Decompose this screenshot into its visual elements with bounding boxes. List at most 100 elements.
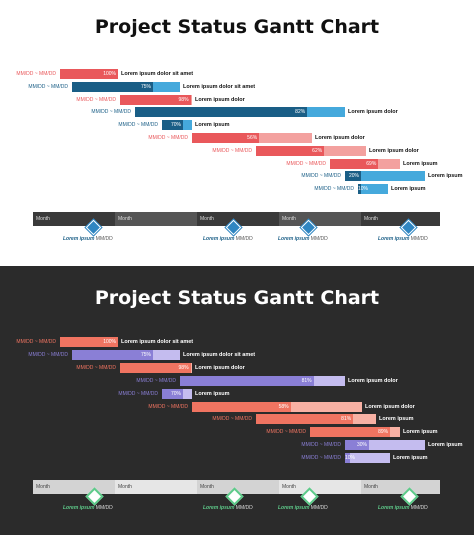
task-date: MM/DD ~ MM/DD — [76, 96, 116, 103]
task-label: Lorem ipsum dolor — [365, 403, 415, 410]
task-label: Lorem ipsum dolor — [348, 377, 398, 384]
task-row: MM/DD ~ MM/DD 81% Lorem ipsum dolor — [0, 375, 474, 386]
milestone-text: Lorem ipsum MM/DD — [63, 505, 113, 511]
task-date: MM/DD ~ MM/DD — [148, 135, 188, 141]
task-progress-fill — [256, 145, 325, 156]
task-date: MM/DD ~ MM/DD — [16, 339, 56, 345]
task-label: Lorem ipsum — [403, 160, 438, 167]
task-percent: 81% — [301, 377, 312, 384]
task-progress-fill — [60, 69, 118, 79]
task-row: MM/DD ~ MM/DD 81% Lorem ipsum — [0, 414, 474, 425]
axis-month: Month — [279, 212, 361, 226]
task-date: MM/DD ~ MM/DD — [301, 455, 341, 462]
task-date: MM/DD ~ MM/DD — [286, 160, 326, 167]
task-row: MM/DD ~ MM/DD 100% Lorem ipsum dolor sit a… — [0, 337, 474, 347]
task-progress-fill — [192, 401, 291, 412]
task-row: MM/DD ~ MM/DD 70% Lorem ipsum — [0, 120, 474, 131]
page-title: Project Status Gantt Chart — [94, 16, 380, 38]
milestone-date: MM/DD — [310, 505, 328, 511]
task-row: MM/DD ~ MM/DD 10% Lorem ipsum — [0, 453, 474, 464]
task-date: MM/DD ~ MM/DD — [301, 173, 341, 180]
task-bar — [310, 427, 400, 438]
milestone-text: Lorem ipsum MM/DD — [378, 505, 428, 511]
task-bar — [345, 453, 390, 464]
task-progress-fill — [310, 427, 391, 438]
task-date: MM/DD ~ MM/DD — [136, 377, 176, 384]
task-row: MM/DD ~ MM/DD 89% Lorem ipsum — [0, 427, 474, 438]
task-row: MM/DD ~ MM/DD 20% Lorem ipsum — [0, 171, 474, 182]
task-progress-fill — [192, 133, 260, 143]
task-progress-fill — [256, 414, 354, 425]
task-progress-fill — [330, 158, 379, 169]
task-date: MM/DD ~ MM/DD — [212, 147, 252, 154]
task-percent: 98% — [178, 364, 189, 371]
task-row: MM/DD ~ MM/DD 62% Lorem ipsum dolor — [0, 145, 474, 156]
task-percent: 81% — [341, 416, 352, 423]
task-bar — [192, 133, 312, 143]
task-date: MM/DD ~ MM/DD — [314, 186, 354, 193]
milestone-label: Lorem ipsum — [278, 505, 310, 511]
task-label: Lorem ipsum — [195, 122, 230, 129]
task-row: MM/DD ~ MM/DD 98% Lorem ipsum dolor — [0, 362, 474, 373]
task-date: MM/DD ~ MM/DD — [212, 416, 252, 423]
task-label: Lorem ipsum — [428, 442, 463, 449]
milestone-date: MM/DD — [235, 505, 253, 511]
task-row: MM/DD ~ MM/DD 56% Lorem ipsum dolor — [0, 133, 474, 143]
task-bar — [180, 375, 345, 386]
task-bar — [345, 171, 425, 182]
task-progress-fill — [60, 337, 118, 347]
task-bar — [162, 120, 192, 131]
task-progress-fill — [72, 349, 153, 360]
task-bar — [345, 440, 425, 451]
task-progress-fill — [345, 453, 350, 464]
task-label: Lorem ipsum dolor — [195, 96, 245, 103]
task-date: MM/DD ~ MM/DD — [118, 390, 158, 397]
axis-month: Month — [197, 480, 279, 494]
task-label: Lorem ipsum — [391, 186, 426, 193]
milestone-date: MM/DD — [410, 236, 428, 242]
milestone-label: Lorem ipsum — [203, 236, 235, 242]
milestone-text: Lorem ipsum MM/DD — [203, 236, 253, 242]
task-progress-fill — [162, 388, 183, 399]
milestone-label: Lorem ipsum — [278, 236, 310, 242]
task-percent: 58% — [278, 403, 289, 410]
axis-month: Month — [279, 480, 361, 494]
task-percent: 56% — [247, 135, 258, 141]
task-percent: 62% — [312, 147, 323, 154]
axis-month: Month — [33, 212, 115, 226]
milestone-date: MM/DD — [310, 236, 328, 242]
task-percent: 69% — [366, 160, 377, 167]
task-bar — [330, 158, 400, 169]
task-row: MM/DD ~ MM/DD 69% Lorem ipsum — [0, 158, 474, 169]
task-bar — [135, 107, 345, 118]
task-label: Lorem ipsum dolor — [348, 109, 398, 116]
task-date: MM/DD ~ MM/DD — [118, 122, 158, 129]
axis-month: Month — [361, 212, 440, 226]
axis-month: Month — [361, 480, 440, 494]
task-percent: 75% — [140, 83, 151, 90]
milestone-date: MM/DD — [95, 236, 113, 242]
milestone-label: Lorem ipsum — [63, 505, 95, 511]
task-percent: 100% — [103, 71, 116, 77]
task-bar — [192, 401, 362, 412]
milestone-date: MM/DD — [410, 505, 428, 511]
task-percent: 100% — [103, 339, 116, 345]
task-label: Lorem ipsum — [195, 390, 230, 397]
task-label: Lorem ipsum — [428, 173, 463, 180]
milestone-text: Lorem ipsum MM/DD — [378, 236, 428, 242]
task-progress-fill — [135, 107, 308, 118]
task-progress-fill — [72, 81, 153, 92]
task-progress-fill — [345, 171, 361, 182]
task-date: MM/DD ~ MM/DD — [266, 429, 306, 436]
milestone-text: Lorem ipsum MM/DD — [278, 236, 328, 242]
milestone-text: Lorem ipsum MM/DD — [203, 505, 253, 511]
task-label: Lorem ipsum dolor sit amet — [121, 339, 194, 345]
task-percent: 30% — [356, 442, 367, 449]
task-bar — [60, 69, 118, 79]
task-progress-fill — [120, 362, 191, 373]
task-label: Lorem ipsum dolor — [195, 364, 245, 371]
task-progress-fill — [162, 120, 183, 131]
axis-month: Month — [33, 480, 115, 494]
page-title: Project Status Gantt Chart — [94, 287, 380, 309]
milestone-label: Lorem ipsum — [378, 236, 410, 242]
